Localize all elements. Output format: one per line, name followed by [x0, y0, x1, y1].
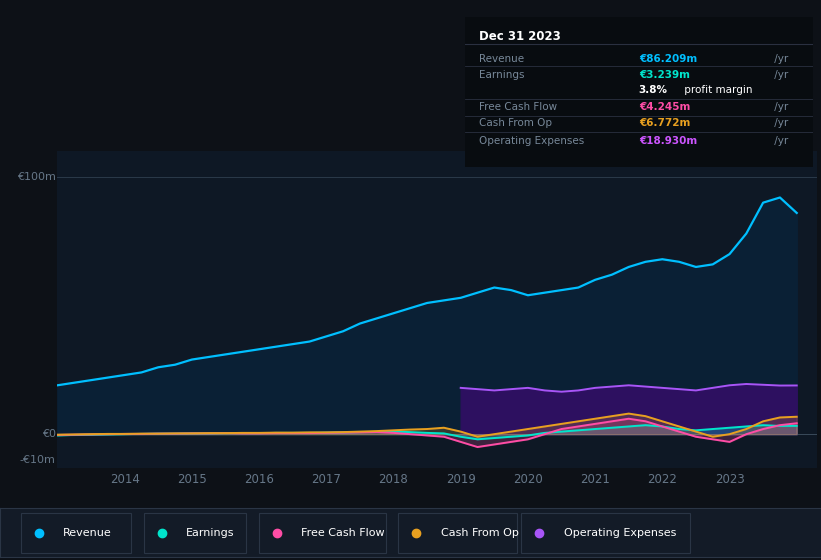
Text: profit margin: profit margin: [681, 85, 752, 95]
FancyBboxPatch shape: [259, 513, 386, 553]
Text: €6.772m: €6.772m: [639, 118, 690, 128]
FancyBboxPatch shape: [144, 513, 246, 553]
Text: Earnings: Earnings: [479, 71, 524, 80]
Text: Dec 31 2023: Dec 31 2023: [479, 30, 561, 43]
Text: /yr: /yr: [771, 137, 788, 146]
Text: €100m: €100m: [17, 172, 56, 182]
Text: €0: €0: [42, 429, 56, 439]
Text: /yr: /yr: [771, 102, 788, 112]
Text: €18.930m: €18.930m: [639, 137, 697, 146]
Text: Earnings: Earnings: [186, 528, 235, 538]
Text: €3.239m: €3.239m: [639, 71, 690, 80]
Text: €4.245m: €4.245m: [639, 102, 690, 112]
Text: /yr: /yr: [771, 54, 788, 64]
FancyBboxPatch shape: [398, 513, 517, 553]
FancyBboxPatch shape: [521, 513, 690, 553]
Text: Operating Expenses: Operating Expenses: [564, 528, 677, 538]
Text: Operating Expenses: Operating Expenses: [479, 137, 584, 146]
Text: -€10m: -€10m: [20, 455, 56, 465]
Text: /yr: /yr: [771, 118, 788, 128]
Text: /yr: /yr: [771, 71, 788, 80]
Text: Cash From Op: Cash From Op: [479, 118, 552, 128]
Text: Cash From Op: Cash From Op: [441, 528, 519, 538]
Text: €86.209m: €86.209m: [639, 54, 697, 64]
Text: Revenue: Revenue: [479, 54, 524, 64]
Text: 3.8%: 3.8%: [639, 85, 667, 95]
FancyBboxPatch shape: [21, 513, 131, 553]
Text: Revenue: Revenue: [63, 528, 112, 538]
Text: Free Cash Flow: Free Cash Flow: [301, 528, 385, 538]
Text: Free Cash Flow: Free Cash Flow: [479, 102, 557, 112]
